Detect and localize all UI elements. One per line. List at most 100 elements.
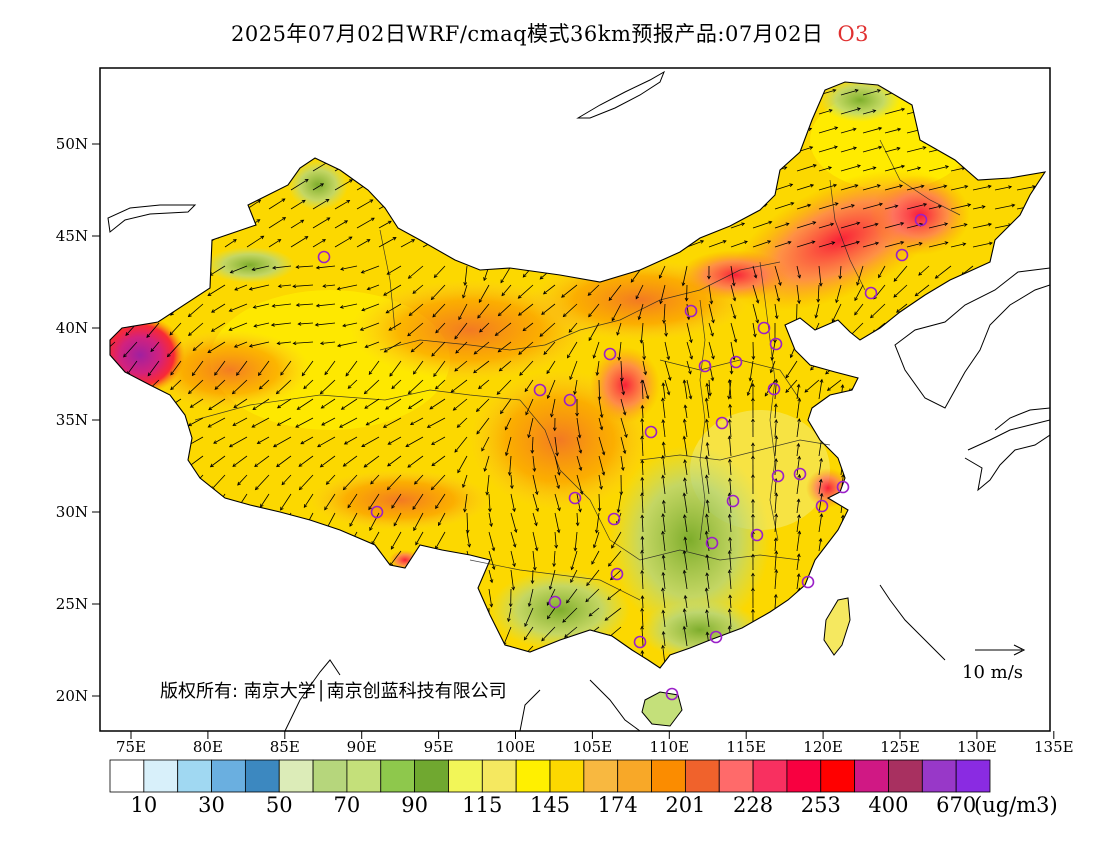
wind-arrow	[254, 455, 270, 467]
wind-arrow-head	[751, 418, 755, 423]
wind-arrow-head	[819, 378, 824, 383]
wind-arrow	[408, 265, 424, 279]
wind-arrow-head	[704, 474, 709, 479]
wind-arrow	[683, 570, 688, 590]
wind-arrow	[543, 284, 556, 295]
wind-arrow	[400, 239, 415, 248]
wind-arrow	[356, 217, 375, 229]
wind-arrow-head	[640, 549, 644, 554]
wind-arrow	[729, 609, 732, 628]
wind-arrow-head	[562, 313, 567, 318]
wind-arrow-head	[818, 478, 823, 483]
wind-arrow	[388, 322, 402, 331]
wind-arrow-head	[510, 485, 514, 490]
wind-arrow-head	[1051, 167, 1054, 170]
wind-arrow	[608, 550, 622, 567]
colorbar-tick-label: 115	[462, 793, 502, 817]
wind-arrow-head	[900, 240, 905, 245]
wind-arrow	[224, 239, 237, 248]
wind-arrow-head	[661, 630, 666, 635]
wind-arrow-head	[340, 267, 345, 271]
wind-arrow	[796, 474, 800, 495]
wind-arrow	[293, 341, 314, 344]
wind-arrow-head	[450, 389, 455, 393]
wind-arrow-head	[550, 413, 554, 418]
wind-arrow	[361, 265, 380, 274]
wind-arrow-head	[387, 462, 391, 467]
wind-arrow	[524, 379, 534, 392]
wind-arrow	[478, 284, 490, 303]
wind-arrow-head	[594, 529, 599, 534]
wind-arrow-head	[640, 476, 645, 481]
wind-arrow	[554, 455, 560, 475]
wind-arrow-head	[689, 339, 693, 344]
wind-arrow-head	[901, 164, 906, 169]
wind-arrow-head	[489, 603, 494, 608]
wind-arrow	[804, 379, 820, 393]
colorbar	[109, 759, 991, 793]
wind-arrow-head	[1011, 203, 1016, 208]
wind-arrow	[706, 514, 710, 533]
wind-arrow	[510, 512, 517, 533]
station-marker	[548, 595, 562, 609]
wind-arrow-head	[707, 275, 711, 280]
wind-arrow-head	[342, 323, 347, 328]
wind-arrow	[334, 200, 350, 210]
wind-arrow-head	[661, 587, 665, 592]
station-marker	[370, 505, 384, 519]
wind-arrow-head	[856, 221, 861, 226]
wind-arrow	[408, 379, 424, 394]
wind-arrow	[387, 455, 402, 467]
wind-arrow	[315, 322, 336, 326]
province-boundaries	[194, 139, 961, 601]
wind-arrow	[620, 379, 625, 395]
wind-arrow	[774, 223, 789, 229]
wind-arrow-head	[467, 543, 471, 548]
wind-arrow	[488, 588, 493, 607]
wind-arrow-head	[774, 513, 779, 518]
wind-arrow-head	[704, 587, 709, 592]
wind-arrow	[500, 265, 512, 283]
station-marker	[767, 382, 781, 396]
wind-arrow-head	[640, 404, 645, 409]
wind-arrow	[488, 550, 495, 570]
wind-arrow-head	[340, 406, 345, 410]
wind-arrow	[818, 127, 838, 134]
wind-arrow-head	[830, 222, 835, 227]
wind-arrow-head	[752, 333, 757, 338]
wind-arrow	[434, 265, 446, 278]
wind-arrow	[596, 360, 600, 376]
wind-arrow	[251, 417, 270, 428]
wind-arrow-head	[588, 313, 592, 318]
wind-arrow	[126, 360, 138, 375]
wind-arrow	[312, 239, 326, 248]
wind-arrow-head	[833, 183, 838, 188]
wind-arrow-head	[344, 220, 349, 224]
wind-arrow-head	[852, 127, 857, 132]
wind-arrow-head	[430, 296, 435, 301]
wind-arrow-head	[365, 421, 370, 426]
wind-arrow-head	[303, 385, 308, 390]
wind-arrow-head	[587, 292, 592, 296]
wind-arrow-head	[369, 199, 374, 203]
wind-arrow-head	[609, 576, 614, 581]
colorbar-swatch	[211, 759, 246, 793]
wind-arrow-head	[661, 454, 665, 459]
wind-arrow	[774, 419, 777, 438]
wind-arrow-head	[727, 395, 731, 400]
wind-arrow	[312, 217, 330, 229]
wind-arrow	[620, 398, 626, 415]
wind-arrow-head	[768, 220, 773, 225]
wind-arrow-head	[347, 504, 352, 509]
wind-arrow	[277, 398, 292, 409]
wind-arrow	[501, 284, 512, 296]
wind-arrow	[840, 147, 857, 153]
wind-arrow	[729, 537, 732, 552]
wind-arrow	[383, 284, 402, 296]
wind-arrow	[972, 223, 992, 229]
wind-arrow-head	[630, 278, 635, 283]
wind-arrow-head	[407, 332, 412, 337]
wind-arrow-head	[497, 312, 502, 317]
wind-arrow	[662, 398, 666, 419]
wind-arrow-head	[944, 241, 949, 245]
